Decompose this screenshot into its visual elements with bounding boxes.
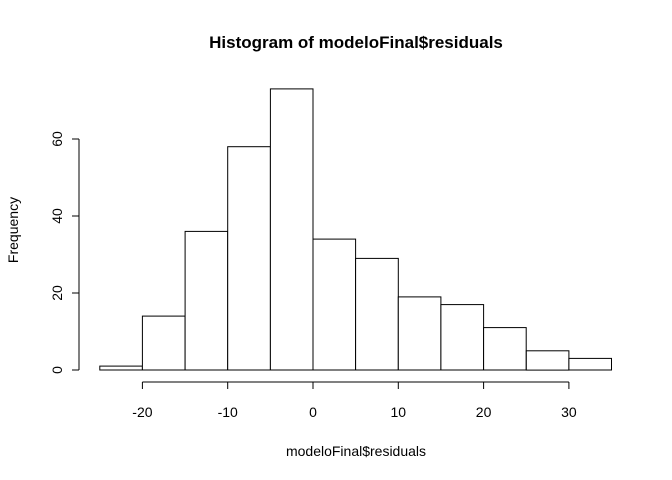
y-tick-label: 20 <box>49 285 65 301</box>
x-tick-label: -20 <box>132 404 152 420</box>
x-tick-label: 30 <box>561 404 577 420</box>
x-tick-label: 20 <box>476 404 492 420</box>
histogram-bar-3 <box>227 146 271 371</box>
histogram-bar-2 <box>184 230 229 371</box>
histogram-bar-4 <box>269 88 314 371</box>
histogram-bar-7 <box>397 296 442 371</box>
histogram-bar-1 <box>141 315 186 371</box>
chart-title: Histogram of modeloFinal$residuals <box>209 33 503 52</box>
x-tick-label: 10 <box>391 404 407 420</box>
y-tick-label: 0 <box>49 366 65 374</box>
bars-group <box>99 88 613 371</box>
histogram-bar-10 <box>525 350 570 371</box>
y-axis-label: Frequency <box>5 197 21 263</box>
histogram-bar-6 <box>355 257 399 371</box>
histogram-bar-9 <box>483 327 527 371</box>
x-tick-label: -10 <box>218 404 238 420</box>
histogram-bar-11 <box>568 357 613 371</box>
histogram-bar-8 <box>440 304 485 371</box>
y-tick-label: 60 <box>49 131 65 147</box>
x-axis: -20 -10 0 10 20 30 <box>132 381 577 420</box>
histogram-bar-5 <box>312 238 357 371</box>
y-axis: 0 20 40 60 <box>49 131 80 374</box>
x-axis-label: modeloFinal$residuals <box>286 443 426 459</box>
histogram-bar-0 <box>99 365 143 371</box>
y-tick-label: 40 <box>49 208 65 224</box>
x-tick-label: 0 <box>309 404 317 420</box>
